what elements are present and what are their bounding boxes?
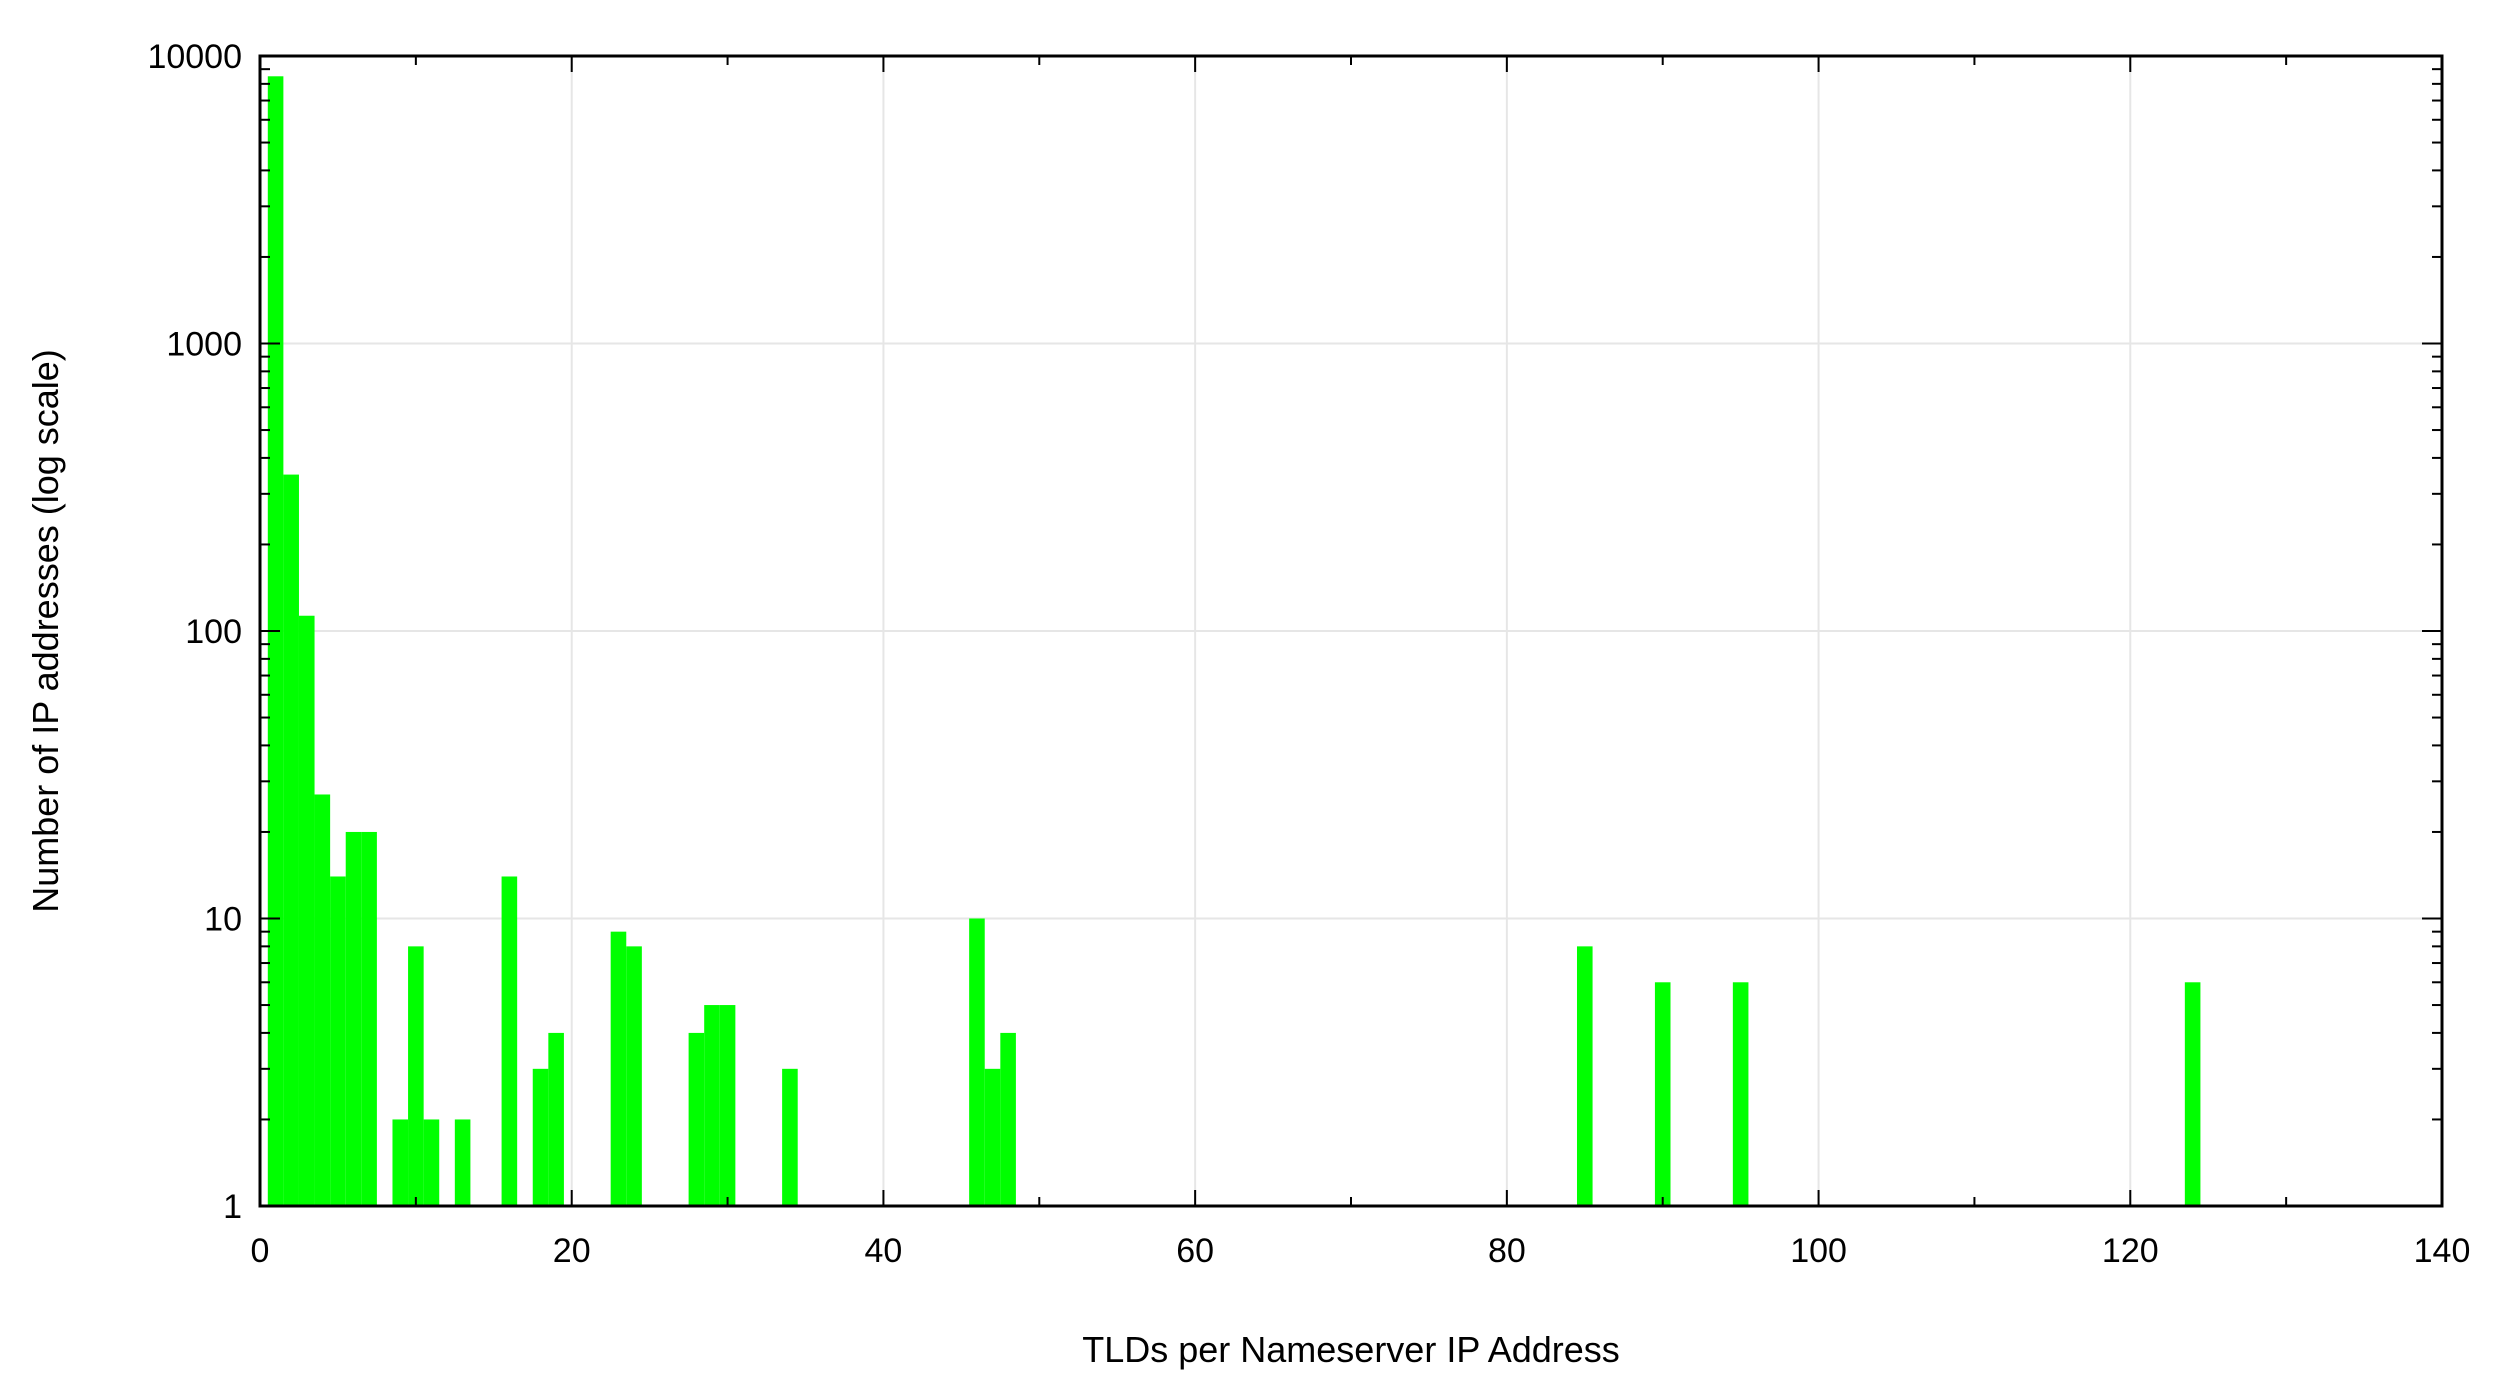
- y-tick-label: 1: [223, 1188, 242, 1226]
- bar: [969, 918, 985, 1206]
- bar: [704, 1005, 720, 1206]
- bars: [267, 76, 2201, 1206]
- bar: [626, 946, 642, 1206]
- x-tick-label: 140: [2414, 1232, 2471, 1270]
- bar: [984, 1068, 1001, 1206]
- bar: [392, 1119, 409, 1206]
- bar: [314, 794, 331, 1206]
- bar: [1654, 982, 1671, 1206]
- x-tick-label: 80: [1488, 1232, 1526, 1270]
- bar: [2184, 982, 2201, 1206]
- bar: [361, 831, 377, 1206]
- bar: [548, 1032, 564, 1206]
- tick-labels: 0 20 40 60 80 100 120 140 1 10 100 1000 10000: [147, 38, 2470, 1270]
- bar: [408, 946, 424, 1206]
- x-tick-label: 60: [1176, 1232, 1214, 1270]
- y-tick-label: 10000: [147, 38, 242, 76]
- bar: [610, 931, 627, 1206]
- bar: [532, 1068, 549, 1206]
- grid: [260, 56, 2442, 1206]
- bar: [1000, 1032, 1016, 1206]
- y-tick-label: 10: [204, 901, 242, 939]
- axis-ticks: [259, 55, 2443, 1207]
- bar: [283, 474, 299, 1206]
- bar: [345, 831, 362, 1206]
- bar: [688, 1032, 705, 1206]
- bar: [454, 1119, 471, 1206]
- x-axis-label: TLDs per Nameserver IP Address: [1082, 1329, 1620, 1370]
- x-tick-label: 0: [251, 1232, 270, 1270]
- bar: [719, 1005, 736, 1206]
- bar: [330, 876, 346, 1206]
- x-tick-label: 120: [2102, 1232, 2159, 1270]
- y-tick-label: 1000: [166, 326, 242, 364]
- bar: [267, 76, 284, 1206]
- bar: [1576, 946, 1593, 1206]
- x-tick-label: 20: [553, 1232, 591, 1270]
- y-tick-label: 100: [185, 613, 242, 651]
- bar: [423, 1119, 440, 1206]
- x-tick-label: 100: [1790, 1232, 1847, 1270]
- bar: [501, 876, 518, 1206]
- x-tick-label: 40: [865, 1232, 903, 1270]
- bar: [298, 615, 315, 1206]
- bar: [1732, 982, 1749, 1206]
- y-axis-label: Number of IP addresses (log scale): [25, 349, 66, 913]
- bar: [782, 1068, 798, 1206]
